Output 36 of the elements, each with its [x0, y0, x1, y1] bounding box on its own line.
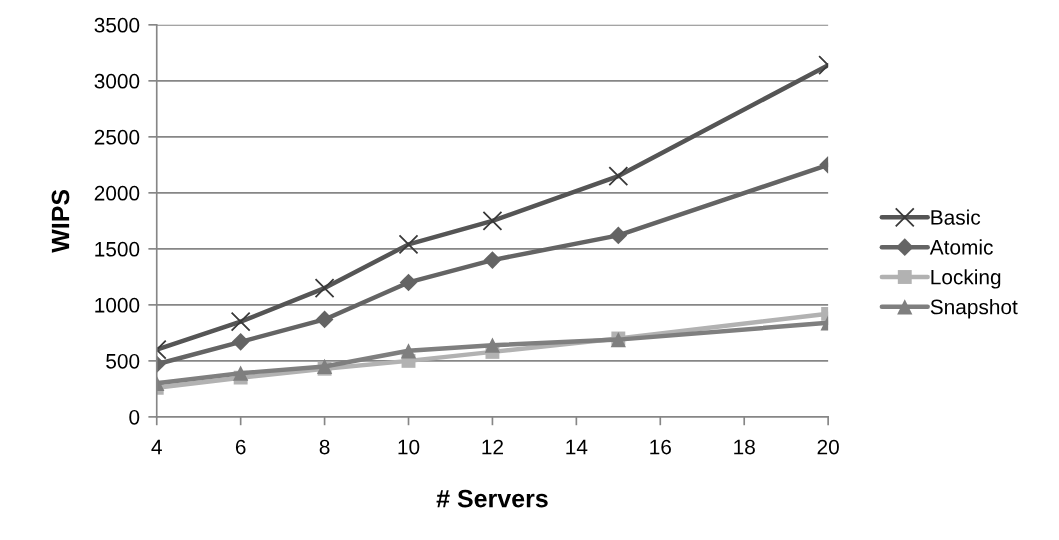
x-tick-label: 20 [817, 439, 839, 455]
point [482, 210, 503, 231]
point [233, 365, 249, 381]
y-tick-label: 0 [129, 409, 140, 425]
y-tick-label: 3000 [94, 73, 140, 89]
point [399, 273, 418, 292]
x-tick-label: 16 [650, 439, 671, 455]
x-axis-title: # Servers [436, 489, 548, 508]
point [231, 332, 250, 351]
point [315, 310, 334, 329]
point [400, 343, 417, 359]
legend-label: Basic [931, 209, 981, 225]
point [608, 166, 629, 186]
x-tick-label: 6 [235, 439, 246, 455]
x-tick-label: 4 [151, 439, 162, 455]
x-tick-label: 12 [482, 439, 503, 455]
x-tick-label: 18 [734, 439, 755, 455]
y-tick-label: 3500 [94, 17, 140, 33]
x-tick-label: 8 [319, 439, 330, 455]
point [609, 226, 628, 245]
legend-label: Locking [931, 269, 1001, 289]
y-tick-label: 2500 [94, 129, 140, 145]
x-tick-label: 10 [398, 439, 420, 455]
point [314, 278, 335, 298]
point [230, 311, 251, 332]
legend-label: Snapshot [930, 299, 1018, 319]
x-tick-label: 14 [566, 439, 588, 455]
y-tick-label: 500 [106, 353, 140, 369]
point [483, 251, 502, 269]
y-tick-label: 1000 [95, 297, 140, 313]
y-tick-label: 1500 [95, 241, 140, 257]
point [484, 337, 501, 353]
y-axis-title: WIPS [51, 189, 70, 253]
legend-label: Atomic [929, 239, 993, 255]
point [398, 234, 419, 255]
y-tick-label: 2000 [94, 185, 140, 201]
